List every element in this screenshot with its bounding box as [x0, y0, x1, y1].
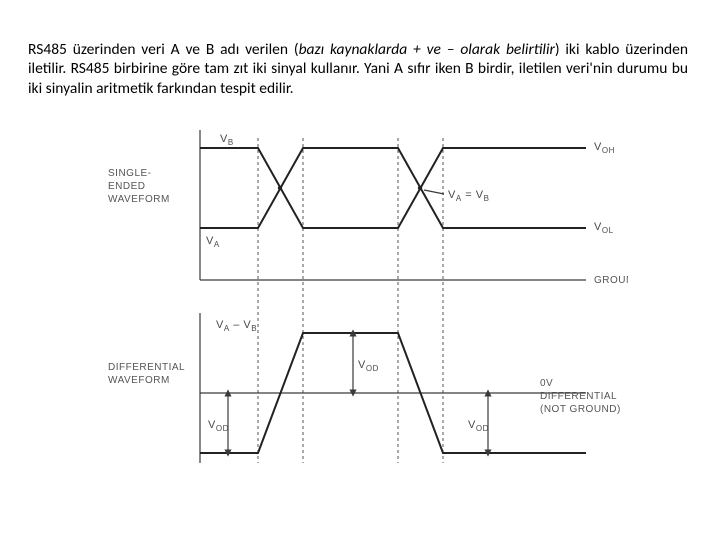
rs485-waveform-diagram: SINGLE- ENDED WAVEFORM VB VA VA = VB: [108, 118, 628, 478]
paragraph-italic: bazı kaynaklarda + ve – olarak belirtili…: [299, 40, 555, 59]
paragraph-pre: RS485 üzerinden veri A ve B adı verilen …: [28, 40, 299, 59]
label-zero-1: 0V: [540, 378, 553, 389]
lower-side-label-2: WAVEFORM: [108, 375, 170, 386]
label-voh: VOH: [594, 141, 615, 155]
label-ground: GROUND: [594, 275, 628, 286]
label-zero-3: (NOT GROUND): [540, 404, 621, 415]
label-zero-2: DIFFERENTIAL: [540, 391, 617, 402]
upper-side-label-2: ENDED: [108, 181, 146, 192]
label-vol: VOL: [594, 221, 614, 235]
label-va-minus-vb: VA – VB: [216, 319, 257, 333]
label-va-eq-vb: VA = VB: [448, 189, 489, 203]
crossing-1: [278, 186, 282, 190]
lower-side-label-1: DIFFERENTIAL: [108, 362, 185, 373]
upper-side-label-3: WAVEFORM: [108, 194, 170, 205]
upper-side-label-1: SINGLE-: [108, 168, 152, 179]
label-vod-3: VOD: [468, 419, 489, 433]
label-vb: VB: [220, 133, 234, 147]
waveform-svg: SINGLE- ENDED WAVEFORM VB VA VA = VB: [108, 118, 628, 478]
crossing-2: [418, 186, 422, 190]
label-vod-2: VOD: [358, 359, 379, 373]
label-va: VA: [206, 235, 220, 249]
label-vod-1: VOD: [208, 419, 229, 433]
crossing-pointer: [424, 190, 444, 194]
lower-panel: DIFFERENTIAL WAVEFORM VA – VB VOD VOD: [108, 313, 621, 463]
description-paragraph: RS485 üzerinden veri A ve B adı verilen …: [28, 40, 688, 99]
